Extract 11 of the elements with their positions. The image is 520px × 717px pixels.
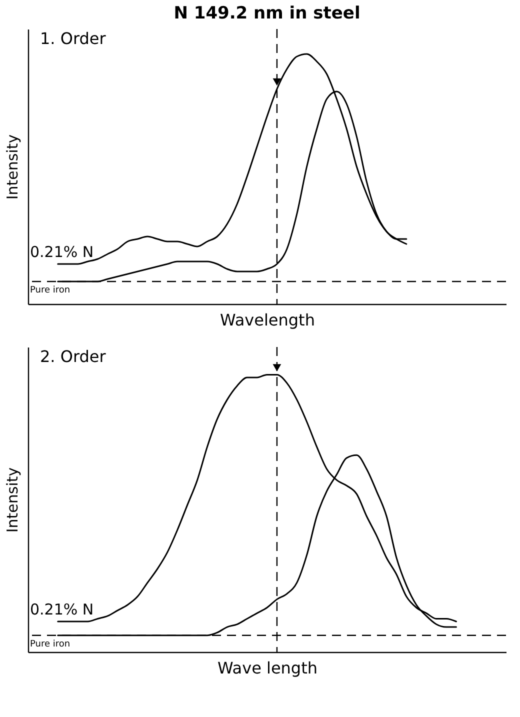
y-axis-title: Intensity: [4, 467, 22, 533]
x-axis-title: Wave length: [218, 658, 318, 678]
x-axis-title: Wavelength: [220, 310, 315, 330]
series-label: 0.21% N: [30, 243, 94, 261]
chart-subtitle: 2. Order: [40, 347, 106, 366]
y-axis-title: Intensity: [4, 134, 22, 200]
series-label: 0.21% N: [30, 600, 94, 618]
series-label: Pure iron: [30, 639, 70, 650]
chart-title: N 149.2 nm in steel: [174, 3, 360, 24]
series-label: Pure iron: [30, 286, 70, 296]
chart-subtitle: 1. Order: [40, 29, 106, 48]
